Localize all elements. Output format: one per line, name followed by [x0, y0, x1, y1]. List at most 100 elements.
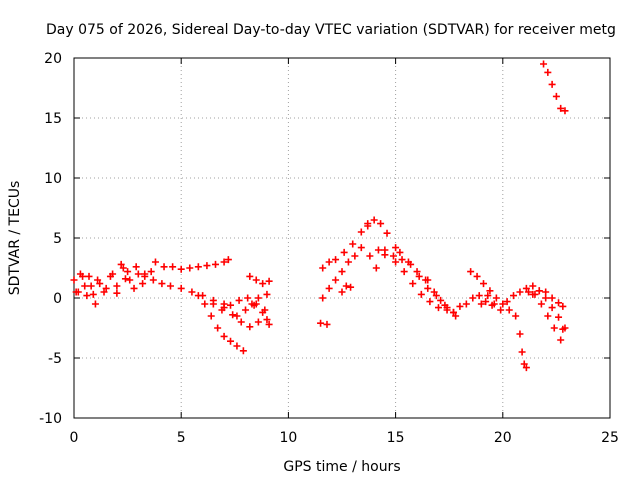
- data-point: [252, 276, 260, 284]
- data-point: [220, 304, 228, 312]
- data-point: [344, 258, 352, 266]
- data-point: [544, 68, 552, 76]
- data-point: [85, 272, 93, 280]
- data-point: [177, 265, 185, 273]
- x-axis-label: GPS time / hours: [283, 459, 400, 475]
- data-point: [126, 276, 134, 284]
- data-point: [535, 287, 543, 295]
- series-sat-track-4: [151, 256, 232, 273]
- data-point: [134, 270, 142, 278]
- series-sat-track-20: [424, 276, 496, 316]
- data-point: [113, 282, 121, 290]
- data-point: [119, 264, 127, 272]
- data-point: [550, 324, 558, 332]
- data-points: [70, 60, 569, 372]
- data-point: [370, 216, 378, 224]
- data-point: [139, 280, 147, 288]
- data-point: [413, 268, 421, 276]
- data-point: [490, 300, 498, 308]
- data-point: [194, 263, 202, 271]
- data-point: [557, 104, 565, 112]
- data-point: [482, 298, 490, 306]
- data-point: [516, 288, 524, 296]
- data-point: [505, 306, 513, 314]
- data-point: [349, 240, 357, 248]
- data-point: [424, 284, 432, 292]
- data-point: [89, 290, 97, 298]
- data-point: [559, 325, 567, 333]
- series-sat-track-26: [542, 288, 567, 310]
- data-point: [389, 252, 397, 260]
- data-point: [130, 284, 138, 292]
- data-point: [452, 312, 460, 320]
- series-sat-track-21: [467, 268, 513, 314]
- data-point: [87, 282, 95, 290]
- data-point: [449, 308, 457, 316]
- data-point: [237, 318, 245, 326]
- y-tick-label: 20: [44, 51, 62, 67]
- y-tick-label: -5: [48, 351, 62, 367]
- data-point: [357, 228, 365, 236]
- data-point: [557, 336, 565, 344]
- data-point: [374, 246, 382, 254]
- data-point: [518, 348, 526, 356]
- data-point: [94, 276, 102, 284]
- data-point: [392, 258, 400, 266]
- data-point: [555, 299, 563, 307]
- x-tick-label: 15: [387, 430, 405, 446]
- data-point: [319, 264, 327, 272]
- series-sat-track-27: [540, 60, 569, 115]
- data-point: [542, 294, 550, 302]
- data-point: [201, 300, 209, 308]
- data-point: [233, 342, 241, 350]
- data-point: [430, 288, 438, 296]
- data-point: [443, 304, 451, 312]
- data-point: [248, 300, 256, 308]
- data-point: [259, 308, 267, 316]
- chart-title: Day 075 of 2026, Sidereal Day-to-day VTE…: [46, 22, 616, 38]
- data-point: [475, 292, 483, 300]
- data-point: [212, 260, 220, 268]
- series-sat-track-19: [396, 248, 430, 284]
- data-point: [516, 330, 524, 338]
- data-point: [151, 258, 159, 266]
- data-point: [540, 60, 548, 68]
- y-axis-label: SDTVAR / TECUs: [7, 181, 23, 296]
- data-point: [220, 258, 228, 266]
- data-point: [462, 300, 470, 308]
- series-sat-track-23: [512, 312, 530, 372]
- data-point: [254, 318, 262, 326]
- data-point: [83, 292, 91, 300]
- data-point: [132, 263, 140, 271]
- data-point: [340, 248, 348, 256]
- data-point: [531, 290, 539, 298]
- y-tick-label: 15: [44, 111, 62, 127]
- series-sat-track-11: [317, 319, 331, 328]
- data-point: [404, 258, 412, 266]
- data-point: [417, 290, 425, 298]
- data-point: [357, 244, 365, 252]
- data-point: [372, 264, 380, 272]
- data-point: [484, 292, 492, 300]
- data-point: [492, 294, 500, 302]
- data-point: [529, 282, 537, 290]
- data-point: [552, 92, 560, 100]
- data-point: [555, 313, 563, 321]
- data-point: [149, 276, 157, 284]
- data-point: [113, 289, 121, 297]
- data-point: [522, 364, 530, 372]
- series-sat-track-9: [246, 272, 273, 288]
- data-point: [220, 332, 228, 340]
- data-point: [100, 288, 108, 296]
- series-sat-track-17: [374, 246, 457, 316]
- series-sat-track-24: [525, 288, 569, 344]
- data-point: [400, 268, 408, 276]
- data-point: [338, 268, 346, 276]
- series-sat-track-15: [364, 216, 400, 252]
- data-point: [415, 272, 423, 280]
- data-point: [259, 280, 267, 288]
- data-point: [235, 296, 243, 304]
- data-point: [486, 287, 494, 295]
- data-point: [254, 294, 262, 302]
